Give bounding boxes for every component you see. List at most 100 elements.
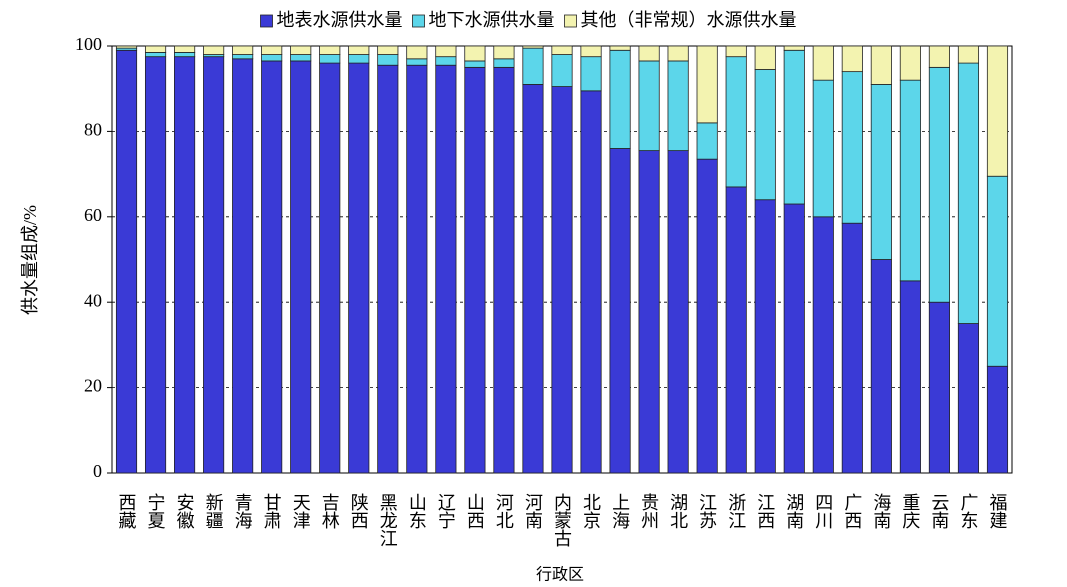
- x-tick-label: 贵州: [639, 493, 659, 529]
- bar-segment: [144, 56, 167, 474]
- bar-segment: [841, 71, 863, 224]
- bar-segment: [696, 122, 718, 160]
- legend-label: 地下水源供水量: [429, 10, 555, 30]
- bar-segment: [144, 52, 167, 58]
- legend-swatch: [412, 14, 425, 28]
- x-tick-label: 北京: [581, 493, 601, 530]
- bar-segment: [783, 45, 805, 51]
- bar-segment: [812, 45, 834, 81]
- bar-segment: [986, 175, 1009, 367]
- bar-segment: [696, 45, 718, 124]
- bar-segment: [348, 54, 370, 64]
- bar-segment: [551, 45, 573, 55]
- x-tick-label: 广东: [958, 493, 978, 529]
- bar-segment: [609, 49, 631, 149]
- bar-segment: [144, 45, 167, 53]
- bar-segment: [348, 45, 370, 55]
- bar-segment: [754, 69, 776, 201]
- bar-segment: [696, 158, 718, 474]
- y-tick-label: 100: [75, 34, 102, 54]
- bar-segment: [725, 186, 747, 474]
- y-tick-label: 80: [84, 120, 102, 140]
- x-tick-label: 江苏: [697, 493, 717, 529]
- bar-segment: [812, 216, 834, 474]
- bar-segment: [174, 45, 196, 53]
- bar-segment: [899, 280, 921, 474]
- bar-segment: [522, 84, 544, 474]
- bar-segment: [667, 150, 689, 474]
- y-tick-label: 40: [84, 290, 102, 310]
- x-tick-label: 四川: [813, 493, 833, 529]
- bar-segment: [928, 66, 950, 303]
- bar-segment: [667, 60, 689, 152]
- bar-segment: [551, 54, 573, 87]
- x-tick-label: 湖北: [668, 493, 688, 529]
- legend-swatch: [260, 14, 273, 28]
- bar-segment: [609, 45, 631, 51]
- y-tick-label: 60: [84, 205, 102, 225]
- bar-segment: [667, 45, 689, 62]
- bar-segment: [319, 54, 341, 64]
- bar-segment: [203, 56, 225, 474]
- bar-segment: [435, 56, 457, 66]
- bar-segment: [841, 45, 863, 73]
- x-tick-label: 海南: [871, 493, 891, 529]
- bar-segment: [493, 45, 515, 60]
- x-tick-label: 新疆: [204, 493, 224, 529]
- x-tick-label: 广西: [842, 493, 862, 529]
- bar-segment: [232, 54, 254, 60]
- x-tick-label: 山东: [407, 493, 427, 529]
- bar-segment: [899, 79, 921, 282]
- bar-segment: [725, 56, 747, 188]
- bar-segment: [115, 49, 138, 474]
- bar-segment: [232, 58, 254, 474]
- bar-segment: [174, 52, 196, 58]
- bar-segment: [638, 60, 660, 152]
- bar-segment: [493, 58, 515, 68]
- bar-segment: [870, 45, 892, 85]
- x-tick-label: 福建: [987, 493, 1007, 529]
- bar-segment: [725, 45, 747, 58]
- bar-segment: [783, 203, 805, 474]
- bar-segment: [115, 45, 138, 49]
- x-tick-label: 云南: [929, 493, 949, 529]
- bar-segment: [290, 60, 312, 474]
- bar-segment: [957, 323, 980, 474]
- bar-segment: [986, 365, 1009, 474]
- bar-segment: [464, 60, 486, 68]
- bar-segment: [435, 45, 457, 58]
- bar-segment: [754, 45, 776, 70]
- bar-segment: [377, 45, 399, 55]
- x-tick-label: 山西: [465, 493, 485, 529]
- bar-segment: [928, 301, 950, 474]
- bar-segment: [406, 45, 428, 60]
- x-tick-label: 吉林: [320, 493, 340, 529]
- bar-segment: [870, 84, 892, 260]
- bar-segment: [232, 45, 254, 55]
- x-axis-label: 行政区: [536, 566, 584, 584]
- bar-segment: [464, 66, 486, 474]
- bar-segment: [754, 199, 776, 474]
- bar-segment: [203, 45, 225, 55]
- y-tick-label: 0: [93, 461, 102, 481]
- bar-segment: [580, 90, 602, 474]
- x-tick-label: 江西: [755, 493, 775, 529]
- bar-segment: [928, 45, 950, 68]
- bar-segment: [899, 45, 921, 81]
- bar-segment: [261, 45, 283, 55]
- bar-segment: [174, 56, 196, 474]
- bar-segment: [522, 47, 544, 85]
- bar-segment: [522, 45, 544, 49]
- legend-label: 其他（非常规）水源供水量: [581, 10, 797, 30]
- bar-segment: [290, 45, 312, 55]
- bar-segment: [464, 45, 486, 62]
- x-tick-label: 河南: [523, 493, 543, 529]
- bar-segment: [870, 259, 892, 474]
- bar-segment: [957, 62, 980, 324]
- bar-segment: [377, 54, 399, 66]
- bar-segment: [580, 45, 602, 58]
- x-tick-label: 河北: [494, 493, 514, 529]
- bar-segment: [957, 45, 980, 64]
- bar-segment: [406, 64, 428, 474]
- bar-segment: [261, 60, 283, 474]
